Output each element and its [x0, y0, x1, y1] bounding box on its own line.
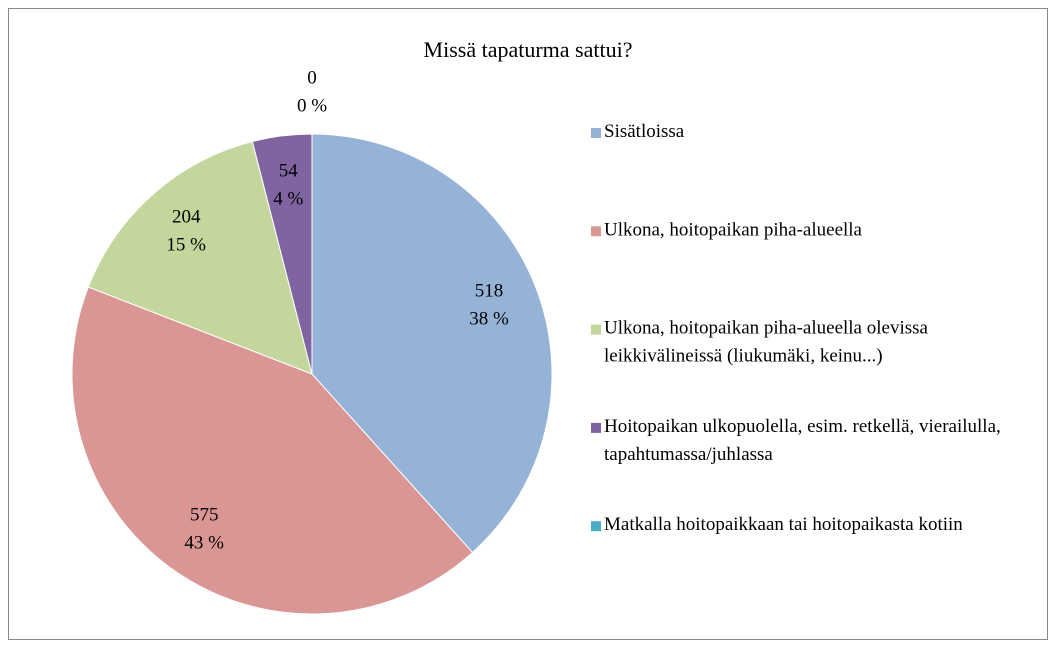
legend-line: leikkivälineissä (liukumäki, keinu...): [604, 346, 883, 367]
legend-label: Ulkona, hoitopaikan piha-alueella olevis…: [604, 318, 929, 367]
legend-swatch: [591, 226, 601, 237]
percent-label: 43 %: [184, 532, 224, 553]
percent-label: 0 %: [297, 96, 327, 117]
legend-swatch: [591, 521, 601, 532]
value-label: 0: [307, 68, 317, 89]
legend-swatch: [591, 128, 601, 138]
legend-label: Sisätloissa: [604, 121, 685, 142]
percent-label: 15 %: [166, 235, 206, 256]
percent-label: 4 %: [273, 188, 303, 209]
chart-title: Missä tapaturma sattui?: [424, 37, 633, 62]
percent-label: 38 %: [469, 308, 509, 329]
legend-line: tapahtumassa/juhlassa: [604, 444, 773, 465]
value-label: 575: [190, 504, 219, 525]
legend-line: Matkalla hoitopaikkaan tai hoitopaikasta…: [604, 515, 963, 536]
pie-slice: [87, 140, 313, 375]
legend-line: Ulkona, hoitopaikan piha-alueella: [604, 220, 863, 241]
legend-label: Hoitopaikan ulkopuolella, esim. retkellä…: [604, 416, 1001, 465]
legend-label: Ulkona, hoitopaikan piha-alueella: [604, 220, 863, 241]
pie-slice: [251, 133, 313, 375]
value-label: 54: [279, 160, 299, 181]
legend-line: Hoitopaikan ulkopuolella, esim. retkellä…: [604, 416, 1001, 437]
pie-slice: [311, 133, 553, 554]
value-label: 204: [172, 207, 201, 228]
legend-line: Sisätloissa: [604, 121, 685, 142]
pie-slice: [71, 286, 474, 615]
value-label: 518: [475, 280, 504, 301]
legend-label: Matkalla hoitopaikkaan tai hoitopaikasta…: [604, 515, 963, 536]
legend-line: Ulkona, hoitopaikan piha-alueella olevis…: [604, 318, 929, 339]
legend-swatch: [591, 422, 601, 433]
legend-swatch: [591, 324, 601, 335]
